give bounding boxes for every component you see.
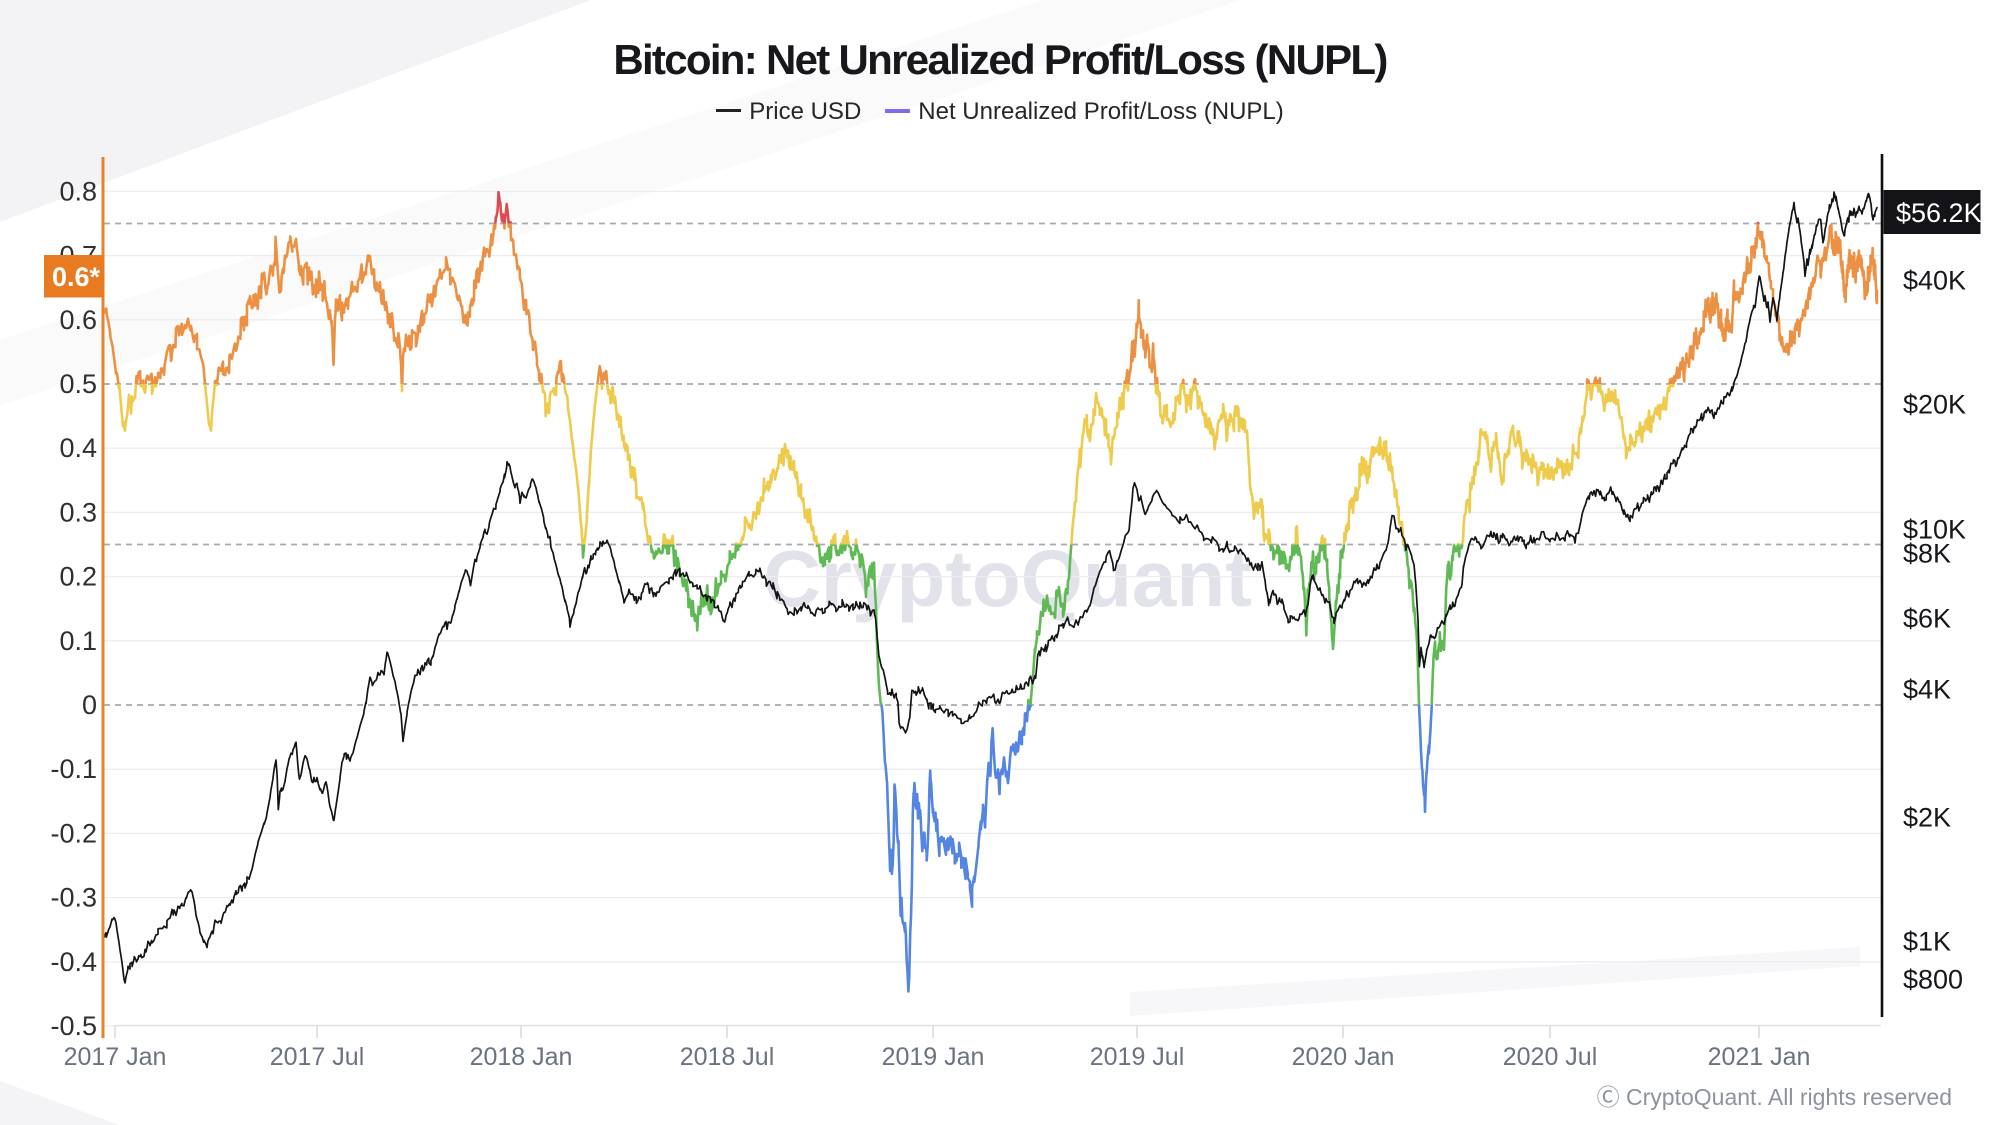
svg-text:$1K: $1K [1903, 927, 1951, 957]
svg-text:-0.2: -0.2 [50, 818, 97, 848]
svg-text:$8K: $8K [1903, 539, 1951, 569]
svg-text:$56.2K: $56.2K [1896, 198, 1982, 228]
svg-text:2019 Jul: 2019 Jul [1090, 1043, 1185, 1071]
svg-text:0.2: 0.2 [59, 562, 97, 592]
svg-text:0.4: 0.4 [59, 433, 97, 463]
svg-text:0.6*: 0.6* [52, 262, 101, 292]
svg-text:-0.1: -0.1 [50, 754, 97, 784]
svg-text:0.1: 0.1 [59, 626, 97, 656]
svg-text:$10K: $10K [1903, 515, 1966, 545]
svg-text:2019 Jan: 2019 Jan [882, 1043, 985, 1071]
svg-text:$4K: $4K [1903, 675, 1951, 705]
svg-text:$2K: $2K [1903, 803, 1951, 833]
svg-text:0.5: 0.5 [59, 369, 97, 399]
svg-text:$20K: $20K [1903, 390, 1966, 420]
svg-text:0.6: 0.6 [59, 305, 97, 335]
svg-text:$40K: $40K [1903, 266, 1966, 296]
svg-text:2020 Jan: 2020 Jan [1292, 1043, 1395, 1071]
svg-text:0: 0 [82, 690, 97, 720]
svg-text:$800: $800 [1903, 965, 1963, 995]
svg-text:2018 Jan: 2018 Jan [470, 1043, 573, 1071]
svg-text:-0.4: -0.4 [50, 947, 97, 977]
svg-text:2021 Jan: 2021 Jan [1708, 1043, 1811, 1071]
svg-text:0.8: 0.8 [59, 176, 97, 206]
svg-text:0.3: 0.3 [59, 497, 97, 527]
svg-text:2017 Jul: 2017 Jul [270, 1043, 365, 1071]
svg-text:2017 Jan: 2017 Jan [64, 1043, 167, 1071]
svg-text:-0.3: -0.3 [50, 883, 97, 913]
svg-text:-0.5: -0.5 [50, 1011, 97, 1041]
svg-text:$6K: $6K [1903, 604, 1951, 634]
svg-text:2018 Jul: 2018 Jul [680, 1043, 775, 1071]
svg-text:2020 Jul: 2020 Jul [1503, 1043, 1598, 1071]
